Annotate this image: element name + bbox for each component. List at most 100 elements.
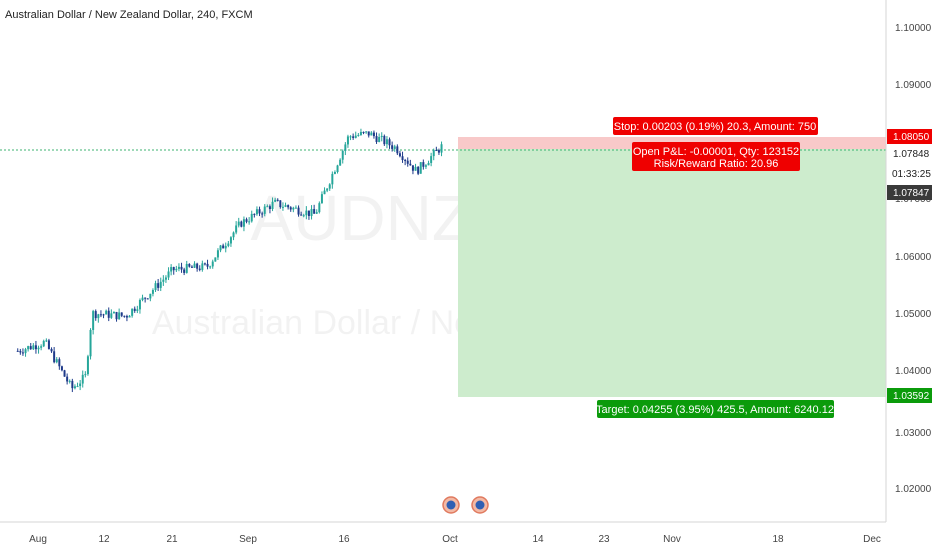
- candle-body-99[interactable]: [274, 199, 277, 202]
- candle-body-29[interactable]: [92, 311, 95, 330]
- candle-body-127[interactable]: [346, 136, 349, 145]
- candle-body-159[interactable]: [430, 156, 433, 163]
- candle-body-32[interactable]: [99, 314, 102, 316]
- candle-body-35[interactable]: [107, 310, 110, 318]
- candle-body-86[interactable]: [240, 221, 243, 227]
- candle-body-143[interactable]: [388, 139, 391, 146]
- candle-body-136[interactable]: [370, 132, 373, 136]
- candle-body-14[interactable]: [53, 351, 56, 363]
- candle-body-10[interactable]: [42, 340, 45, 347]
- candle-body-2[interactable]: [21, 352, 24, 354]
- candle-body-112[interactable]: [307, 210, 310, 216]
- candle-body-111[interactable]: [305, 210, 308, 216]
- candle-body-33[interactable]: [102, 314, 105, 316]
- candle-body-130[interactable]: [354, 135, 357, 138]
- candle-body-96[interactable]: [266, 206, 269, 208]
- candle-body-73[interactable]: [206, 263, 209, 267]
- candle-body-49[interactable]: [144, 297, 147, 299]
- candle-body-134[interactable]: [365, 131, 368, 133]
- candle-body-5[interactable]: [29, 346, 32, 350]
- candle-body-124[interactable]: [339, 159, 342, 166]
- candle-body-132[interactable]: [359, 131, 362, 135]
- candle-body-122[interactable]: [333, 171, 336, 174]
- candle-body-107[interactable]: [294, 207, 297, 209]
- candle-body-1[interactable]: [19, 350, 22, 353]
- candle-body-8[interactable]: [37, 347, 40, 350]
- candle-body-140[interactable]: [380, 135, 383, 138]
- candle-body-117[interactable]: [320, 194, 323, 204]
- candle-body-41[interactable]: [123, 315, 126, 317]
- candle-body-100[interactable]: [276, 199, 279, 201]
- candle-body-68[interactable]: [193, 263, 196, 268]
- candle-body-26[interactable]: [84, 374, 87, 376]
- candle-body-45[interactable]: [133, 308, 136, 311]
- candle-body-72[interactable]: [203, 263, 206, 265]
- candle-body-59[interactable]: [170, 267, 173, 272]
- candle-body-137[interactable]: [372, 132, 375, 137]
- candle-body-120[interactable]: [328, 184, 331, 189]
- candle-body-46[interactable]: [136, 309, 139, 311]
- candle-body-145[interactable]: [393, 146, 396, 149]
- candle-body-92[interactable]: [255, 209, 258, 215]
- candles[interactable]: [16, 128, 443, 393]
- candle-body-21[interactable]: [71, 380, 74, 389]
- candle-body-90[interactable]: [250, 213, 253, 222]
- candle-body-156[interactable]: [422, 162, 425, 167]
- candle-body-52[interactable]: [151, 290, 154, 294]
- candle-body-103[interactable]: [284, 205, 287, 207]
- candle-body-153[interactable]: [414, 166, 417, 171]
- candle-body-142[interactable]: [385, 139, 388, 145]
- candle-body-113[interactable]: [310, 209, 313, 216]
- candle-body-155[interactable]: [419, 162, 422, 174]
- candle-body-24[interactable]: [79, 383, 82, 387]
- candle-body-0[interactable]: [16, 350, 19, 352]
- candle-body-71[interactable]: [201, 263, 204, 270]
- candle-body-16[interactable]: [58, 359, 61, 367]
- candle-body-22[interactable]: [73, 386, 76, 389]
- candle-body-12[interactable]: [47, 340, 50, 349]
- candle-body-102[interactable]: [281, 206, 284, 208]
- candle-body-87[interactable]: [242, 219, 245, 227]
- candle-body-147[interactable]: [398, 153, 401, 157]
- candle-body-108[interactable]: [297, 207, 300, 215]
- candle-body-53[interactable]: [154, 283, 157, 291]
- candle-body-34[interactable]: [105, 310, 108, 315]
- candle-body-48[interactable]: [141, 297, 144, 301]
- candle-body-106[interactable]: [292, 207, 295, 210]
- candle-body-58[interactable]: [167, 271, 170, 278]
- candle-body-80[interactable]: [224, 245, 227, 249]
- candle-body-116[interactable]: [318, 203, 321, 213]
- candle-body-76[interactable]: [214, 257, 217, 262]
- candle-body-61[interactable]: [175, 268, 178, 271]
- candle-body-144[interactable]: [391, 145, 394, 149]
- candle-body-31[interactable]: [97, 314, 100, 319]
- candle-body-77[interactable]: [216, 250, 219, 258]
- candle-body-36[interactable]: [110, 313, 113, 318]
- candle-body-9[interactable]: [40, 346, 43, 348]
- candle-body-157[interactable]: [424, 165, 427, 167]
- candle-body-104[interactable]: [287, 205, 290, 208]
- candle-body-141[interactable]: [383, 135, 386, 145]
- candle-body-11[interactable]: [45, 340, 48, 342]
- candle-body-154[interactable]: [417, 166, 420, 174]
- candle-body-121[interactable]: [331, 173, 334, 185]
- candle-body-161[interactable]: [435, 150, 438, 152]
- candle-body-60[interactable]: [172, 267, 175, 271]
- candle-body-146[interactable]: [396, 146, 399, 154]
- candle-body-129[interactable]: [352, 136, 355, 138]
- candle-body-69[interactable]: [196, 263, 199, 269]
- target-label[interactable]: Target: 0.04255 (3.95%) 425.5, Amount: 6…: [596, 400, 834, 418]
- candle-body-51[interactable]: [149, 293, 152, 299]
- candle-body-38[interactable]: [115, 312, 118, 320]
- candle-body-95[interactable]: [263, 206, 266, 214]
- candle-body-47[interactable]: [138, 300, 141, 310]
- candle-body-89[interactable]: [248, 221, 251, 223]
- candle-body-114[interactable]: [313, 209, 316, 214]
- candle-body-158[interactable]: [427, 162, 430, 166]
- candle-body-65[interactable]: [185, 263, 188, 273]
- candle-body-82[interactable]: [229, 237, 232, 244]
- candle-body-67[interactable]: [190, 266, 193, 268]
- candle-body-50[interactable]: [146, 298, 149, 300]
